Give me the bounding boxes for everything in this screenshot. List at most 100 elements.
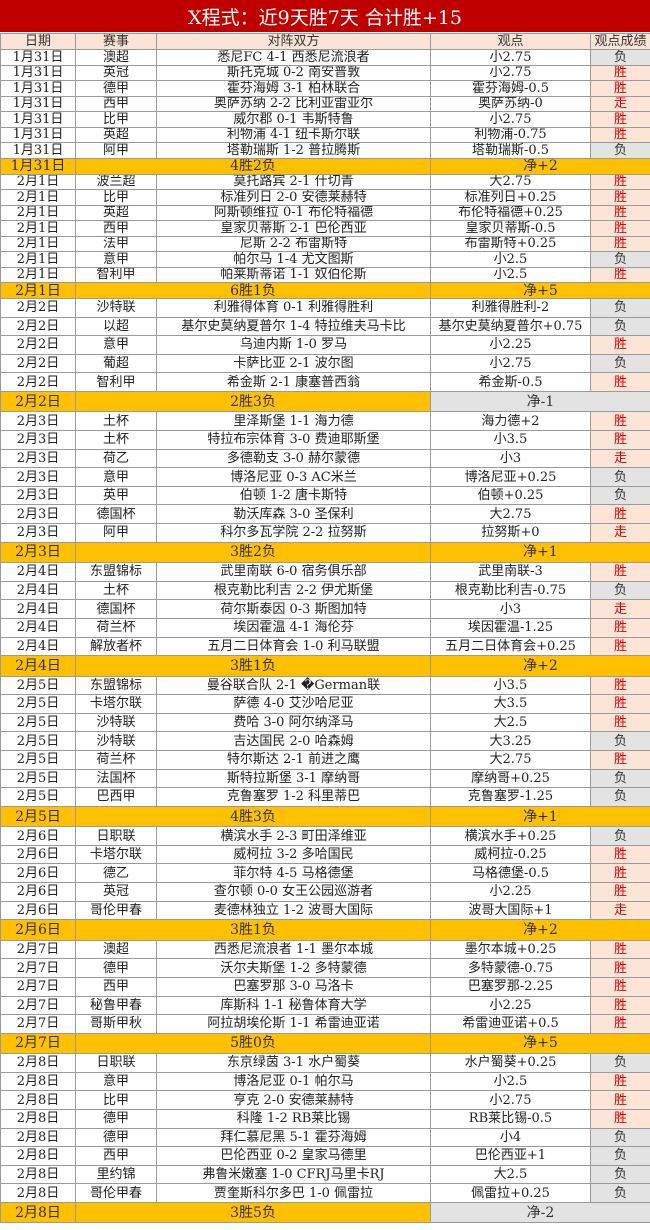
cell-date: 2月1日: [0, 235, 76, 252]
cell-league: 土杯: [75, 430, 157, 450]
cell-match: 悉尼FC 4-1 西悉尼流浪者: [156, 49, 431, 66]
table-row: 2月1日 智利甲 帕莱斯蒂诺 1-1 奴伯伦斯 小2.5 胜: [0, 266, 650, 283]
cell-match: 萨德 4-0 艾沙哈尼亚: [156, 694, 431, 714]
summary-row: 2月8日 3胜5负 净-2: [0, 1201, 650, 1224]
cell-pick: 标准列日+0.25: [430, 189, 591, 206]
cell-league: 比甲: [75, 189, 157, 206]
cell-league: 土杯: [75, 580, 157, 601]
summary-record: 3胜1负: [75, 919, 431, 941]
cell-date: 2月4日: [0, 562, 76, 582]
cell-date: 2月2日: [0, 298, 76, 318]
cell-match: 西悉尼流浪者 1-1 墨尔本城: [156, 939, 431, 960]
table-row: 2月7日 哥斯甲秋 阿拉胡埃伦斯 1-1 希雷迪亚诺 希雷迪亚诺+0.5 胜: [0, 1014, 650, 1034]
cell-date: 2月1日: [0, 204, 76, 221]
table-row: 2月5日 卡塔尔联 萨德 4-0 艾沙哈尼亚 大3.5 胜: [0, 694, 650, 714]
cell-league: 卡塔尔联: [75, 844, 157, 865]
header-league: 赛事: [75, 33, 157, 50]
cell-result: 负: [590, 353, 650, 374]
cell-league: 波兰超: [75, 173, 157, 190]
cell-league: 土杯: [75, 411, 157, 432]
cell-result: 负: [590, 467, 650, 487]
cell-date: 2月3日: [0, 504, 76, 525]
table-row: 2月6日 英冠 查尔顿 0-0 女王公园巡游者 小2.25 胜: [0, 882, 650, 902]
cell-league: 西甲: [75, 95, 157, 112]
table-row: 2月3日 荷乙 多德勒支 3-0 赫尔蒙德 小3 走: [0, 448, 650, 469]
cell-result: 胜: [590, 235, 650, 252]
summary-net: 净+2: [430, 919, 650, 941]
table-row: 2月5日 荷兰杯 特尔斯达 2-1 前进之鹰 大2.75 胜: [0, 749, 650, 770]
summary-row: 2月7日 5胜0负 净+5: [0, 1032, 650, 1055]
summary-date: 2月4日: [0, 655, 76, 677]
cell-result: 胜: [590, 749, 650, 770]
table-row: 2月4日 德国杯 荷尔斯泰因 0-3 斯图加特 小3 走: [0, 599, 650, 619]
table-row: 1月31日 英冠 斯托克城 0-2 南安普敦 小2.75 胜: [0, 64, 650, 81]
table-row: 2月4日 东盟锦标 武里南联 6-0 宿务俱乐部 武里南联-3 胜: [0, 562, 650, 582]
cell-match: 武里南联 6-0 宿务俱乐部: [156, 562, 431, 582]
cell-match: 尼斯 2-2 布雷斯特: [156, 235, 431, 252]
cell-date: 1月31日: [0, 95, 76, 112]
cell-result: 胜: [590, 189, 650, 206]
table-row: 1月31日 德甲 霍芬海姆 3-1 柏林联合 霍芬海姆-0.5 胜: [0, 80, 650, 97]
cell-date: 2月3日: [0, 467, 76, 487]
cell-match: 特尔斯达 2-1 前进之鹰: [156, 749, 431, 770]
cell-result: 胜: [590, 995, 650, 1016]
summary-record: 4胜3负: [75, 805, 431, 828]
cell-league: 东盟锦标: [75, 675, 157, 696]
summary-net: 净+2: [430, 157, 650, 175]
table-row: 2月7日 澳超 西悉尼流浪者 1-1 墨尔本城 墨尔本城+0.25 胜: [0, 939, 650, 960]
cell-result: 负: [590, 1127, 650, 1148]
cell-result: 负: [590, 731, 650, 751]
cell-match: 亨克 2-0 安德莱赫特: [156, 1090, 431, 1110]
cell-match: 莫托路宾 2-1 什切青: [156, 173, 431, 190]
cell-result: 胜: [590, 1014, 650, 1034]
cell-match: 东京绿茵 3-1 水户蜀葵: [156, 1053, 431, 1073]
cell-league: 荷兰杯: [75, 749, 157, 770]
cell-match: 拜仁慕尼黑 5-1 霍芬海姆: [156, 1127, 431, 1148]
cell-match: 巴伦西亚 0-2 皇家马德里: [156, 1146, 431, 1166]
cell-league: 沙特联: [75, 298, 157, 318]
cell-date: 2月1日: [0, 251, 76, 268]
header-result: 观点成绩: [590, 33, 650, 50]
cell-pick: 波哥大国际+1: [430, 900, 591, 921]
cell-pick: 大2.5: [430, 712, 591, 733]
cell-result: 胜: [590, 335, 650, 355]
cell-result: 负: [590, 485, 650, 506]
cell-result: 胜: [590, 111, 650, 128]
cell-pick: 克鲁塞罗-1.25: [430, 787, 591, 807]
table-row: 2月8日 里约锦 弗鲁米嫩塞 1-0 CFRJ马里卡RJ 大2.5 负: [0, 1164, 650, 1185]
cell-result: 走: [590, 900, 650, 921]
cell-league: 智利甲: [75, 266, 157, 283]
cell-league: 德国杯: [75, 599, 157, 619]
cell-league: 意甲: [75, 1071, 157, 1092]
cell-pick: 小2.5: [430, 266, 591, 283]
cell-result: 走: [590, 448, 650, 469]
cell-result: 负: [590, 580, 650, 601]
cell-league: 比甲: [75, 1090, 157, 1110]
summary-date: 2月8日: [0, 1201, 76, 1224]
summary-record: 3胜5负: [75, 1201, 431, 1224]
cell-date: 2月3日: [0, 411, 76, 432]
table-row: 2月4日 土杯 根克勒比利吉 2-2 伊尤斯堡 根克勒比利吉-0.75 负: [0, 580, 650, 601]
cell-league: 秘鲁甲春: [75, 995, 157, 1016]
cell-pick: 小2.75: [430, 111, 591, 128]
cell-match: 五月二日体育会 1-0 利马联盟: [156, 636, 431, 657]
cell-date: 2月7日: [0, 958, 76, 978]
cell-match: 博洛尼亚 0-3 AC米兰: [156, 467, 431, 487]
summary-row: 2月5日 4胜3负 净+1: [0, 805, 650, 828]
cell-league: 德甲: [75, 80, 157, 97]
cell-league: 日职联: [75, 1053, 157, 1073]
cell-result: 胜: [590, 675, 650, 696]
cell-date: 2月5日: [0, 731, 76, 751]
cell-result: 胜: [590, 882, 650, 902]
cell-pick: 布伦特福德+0.25: [430, 204, 591, 221]
cell-match: 帕莱斯蒂诺 1-1 奴伯伦斯: [156, 266, 431, 283]
cell-date: 1月31日: [0, 126, 76, 143]
table-row: 2月6日 日职联 横滨水手 2-3 町田泽维亚 横滨水手+0.25 负: [0, 826, 650, 846]
cell-date: 2月3日: [0, 523, 76, 543]
cell-pick: 巴塞罗那-2.25: [430, 976, 591, 997]
cell-match: 皇家贝蒂斯 2-1 巴伦西亚: [156, 220, 431, 237]
cell-league: 澳超: [75, 939, 157, 960]
cell-match: 曼谷联合队 2-1 �German联: [156, 675, 431, 696]
summary-date: 2月7日: [0, 1032, 76, 1055]
table-row: 2月3日 英甲 伯顿 1-2 唐卡斯特 伯顿+0.25 负: [0, 485, 650, 506]
